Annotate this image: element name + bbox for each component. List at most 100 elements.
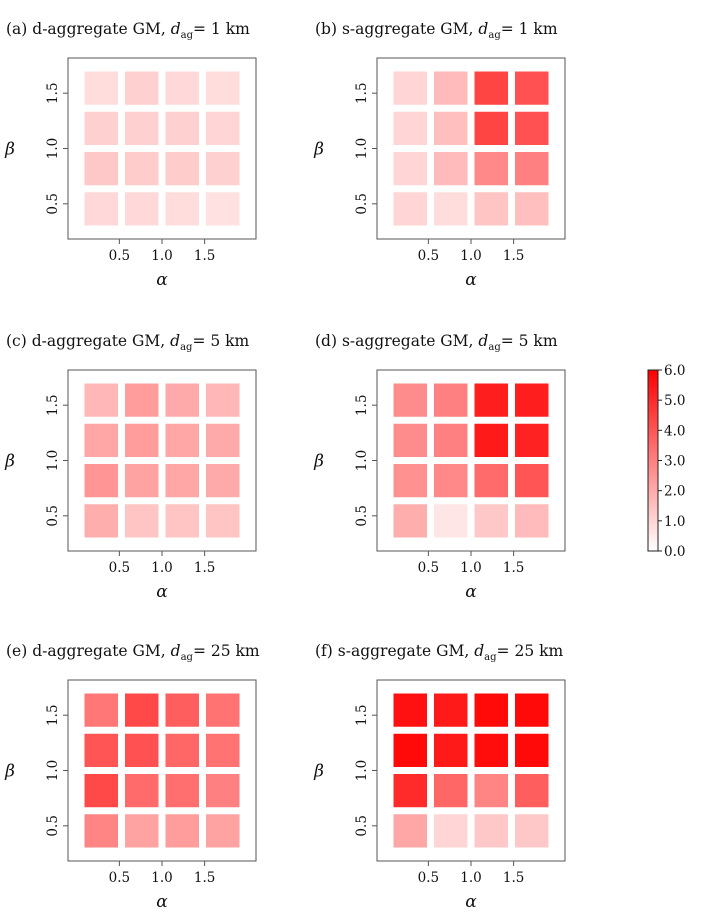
panel-title-tail: = 1 km	[193, 20, 250, 38]
heatmap-panel-f: (f) s-aggregate GM, dag= 25 km 0.5 1.0 1.5 0…	[313, 642, 566, 912]
heatmap-cell	[84, 504, 118, 538]
y-tick-label: 1.0	[354, 760, 370, 781]
x-tick-label: 1.5	[503, 248, 524, 264]
x-tick-label: 1.5	[503, 870, 524, 886]
heatmap-cell	[165, 111, 199, 145]
heatmap-cell	[165, 504, 199, 538]
x-axis-label: α	[465, 582, 477, 602]
heatmap-cell	[393, 192, 427, 226]
heatmap-cell	[434, 814, 468, 848]
colorbar-tick-label: 0.0	[664, 544, 685, 560]
heatmap-cell	[393, 383, 427, 417]
heatmap-cell	[434, 774, 468, 808]
heatmap-cell	[474, 152, 508, 186]
heatmap-cell	[434, 464, 468, 498]
heatmap-cell	[125, 192, 159, 226]
heatmap-cell	[206, 504, 240, 538]
colorbar-tick-label: 5.0	[664, 393, 685, 409]
heatmap-cell	[84, 464, 118, 498]
x-tick-label: 1.0	[460, 560, 481, 576]
heatmap-cell	[84, 383, 118, 417]
heatmap-cell	[206, 693, 240, 727]
panel-label: (c)	[6, 332, 32, 350]
y-tick-label: 0.5	[354, 505, 370, 526]
panel-title-var: d	[474, 642, 484, 660]
panel-title: (c) d-aggregate GM, dag= 5 km	[6, 332, 250, 353]
heatmap-cell	[125, 814, 159, 848]
heatmap-cell	[125, 774, 159, 808]
heatmap-cell	[206, 152, 240, 186]
heatmap-cell	[474, 192, 508, 226]
heatmap-cell	[125, 504, 159, 538]
panel-title-text: s-aggregate GM,	[342, 332, 478, 350]
colorbar: 0.0 1.0 2.0 3.0 4.0 5.0 6.0	[647, 363, 685, 560]
x-tick-label: 1.0	[460, 870, 481, 886]
heatmap-cell	[474, 814, 508, 848]
y-tick-label: 0.5	[45, 505, 61, 526]
heatmap-cell	[515, 733, 549, 767]
heatmap-cell	[206, 383, 240, 417]
heatmap-cell	[206, 774, 240, 808]
heatmap-cell	[434, 383, 468, 417]
panel-label: (f)	[315, 642, 338, 660]
heatmap-panel-b: (b) s-aggregate GM, dag= 1 km 0.5 1.0 1.5 0.…	[313, 20, 566, 290]
x-tick-label: 0.5	[109, 560, 130, 576]
colorbar-tick-label: 2.0	[664, 484, 685, 500]
heatmap-cell	[84, 423, 118, 457]
heatmap-cell	[515, 693, 549, 727]
heatmap-cell	[393, 774, 427, 808]
y-tick-label: 1.5	[45, 82, 61, 103]
heatmap-cell	[474, 111, 508, 145]
panel-title-tail: = 25 km	[497, 642, 564, 660]
panel-title-var: d	[478, 332, 488, 350]
heatmap-cell	[474, 504, 508, 538]
panel-title: (a) d-aggregate GM, dag= 1 km	[6, 20, 250, 41]
panel-title-var: d	[171, 642, 181, 660]
heatmap-cell	[125, 152, 159, 186]
heatmap-cell	[125, 71, 159, 105]
y-axis-label: β	[313, 762, 324, 782]
panel-title-text: d-aggregate GM,	[32, 642, 170, 660]
x-tick-label: 0.5	[418, 560, 439, 576]
heatmap-panel-c: (c) d-aggregate GM, dag= 5 km 0.5 1.0 1.5 0.…	[4, 332, 257, 602]
panel-label: (b)	[315, 20, 342, 38]
heatmap-cell	[84, 814, 118, 848]
colorbar-scale	[647, 369, 659, 552]
panel-title-text: s-aggregate GM,	[342, 20, 478, 38]
heatmap-cell	[434, 504, 468, 538]
heatmap-cell	[434, 192, 468, 226]
y-tick-label: 1.5	[45, 394, 61, 415]
x-tick-label: 1.0	[460, 248, 481, 264]
heatmap-cell	[515, 504, 549, 538]
panel-title-tail: = 5 km	[192, 332, 249, 350]
heatmap-cell	[165, 814, 199, 848]
heatmap-panel-e: (e) d-aggregate GM, dag= 25 km 0.5 1.0 1.5 0…	[4, 642, 260, 912]
heatmap-cell	[393, 71, 427, 105]
heatmap-cell	[393, 111, 427, 145]
colorbar-tick-label: 4.0	[664, 423, 685, 439]
heatmap-cell	[434, 71, 468, 105]
panel-title-text: s-aggregate GM,	[338, 642, 474, 660]
panel-title-text: d-aggregate GM,	[32, 20, 170, 38]
heatmap-cell	[474, 383, 508, 417]
y-tick-label: 1.0	[354, 450, 370, 471]
x-axis-label: α	[156, 270, 168, 290]
x-tick-label: 0.5	[109, 870, 130, 886]
x-axis-label: α	[156, 892, 168, 912]
x-tick-label: 1.5	[503, 560, 524, 576]
panel-title: (d) s-aggregate GM, dag= 5 km	[315, 332, 558, 353]
panel-title: (e) d-aggregate GM, dag= 25 km	[6, 642, 260, 663]
heatmap-cell	[434, 733, 468, 767]
heatmap-cell	[474, 733, 508, 767]
heatmap-cell	[165, 383, 199, 417]
heatmap-cell	[393, 504, 427, 538]
heatmap-cell	[84, 111, 118, 145]
heatmap-cell	[474, 774, 508, 808]
y-axis-label: β	[4, 452, 15, 472]
x-tick-label: 1.5	[194, 870, 215, 886]
y-tick-label: 0.5	[45, 193, 61, 214]
heatmap-cell	[393, 693, 427, 727]
heatmap-cell	[434, 152, 468, 186]
panel-label: (d)	[315, 332, 342, 350]
heatmap-cell	[125, 693, 159, 727]
